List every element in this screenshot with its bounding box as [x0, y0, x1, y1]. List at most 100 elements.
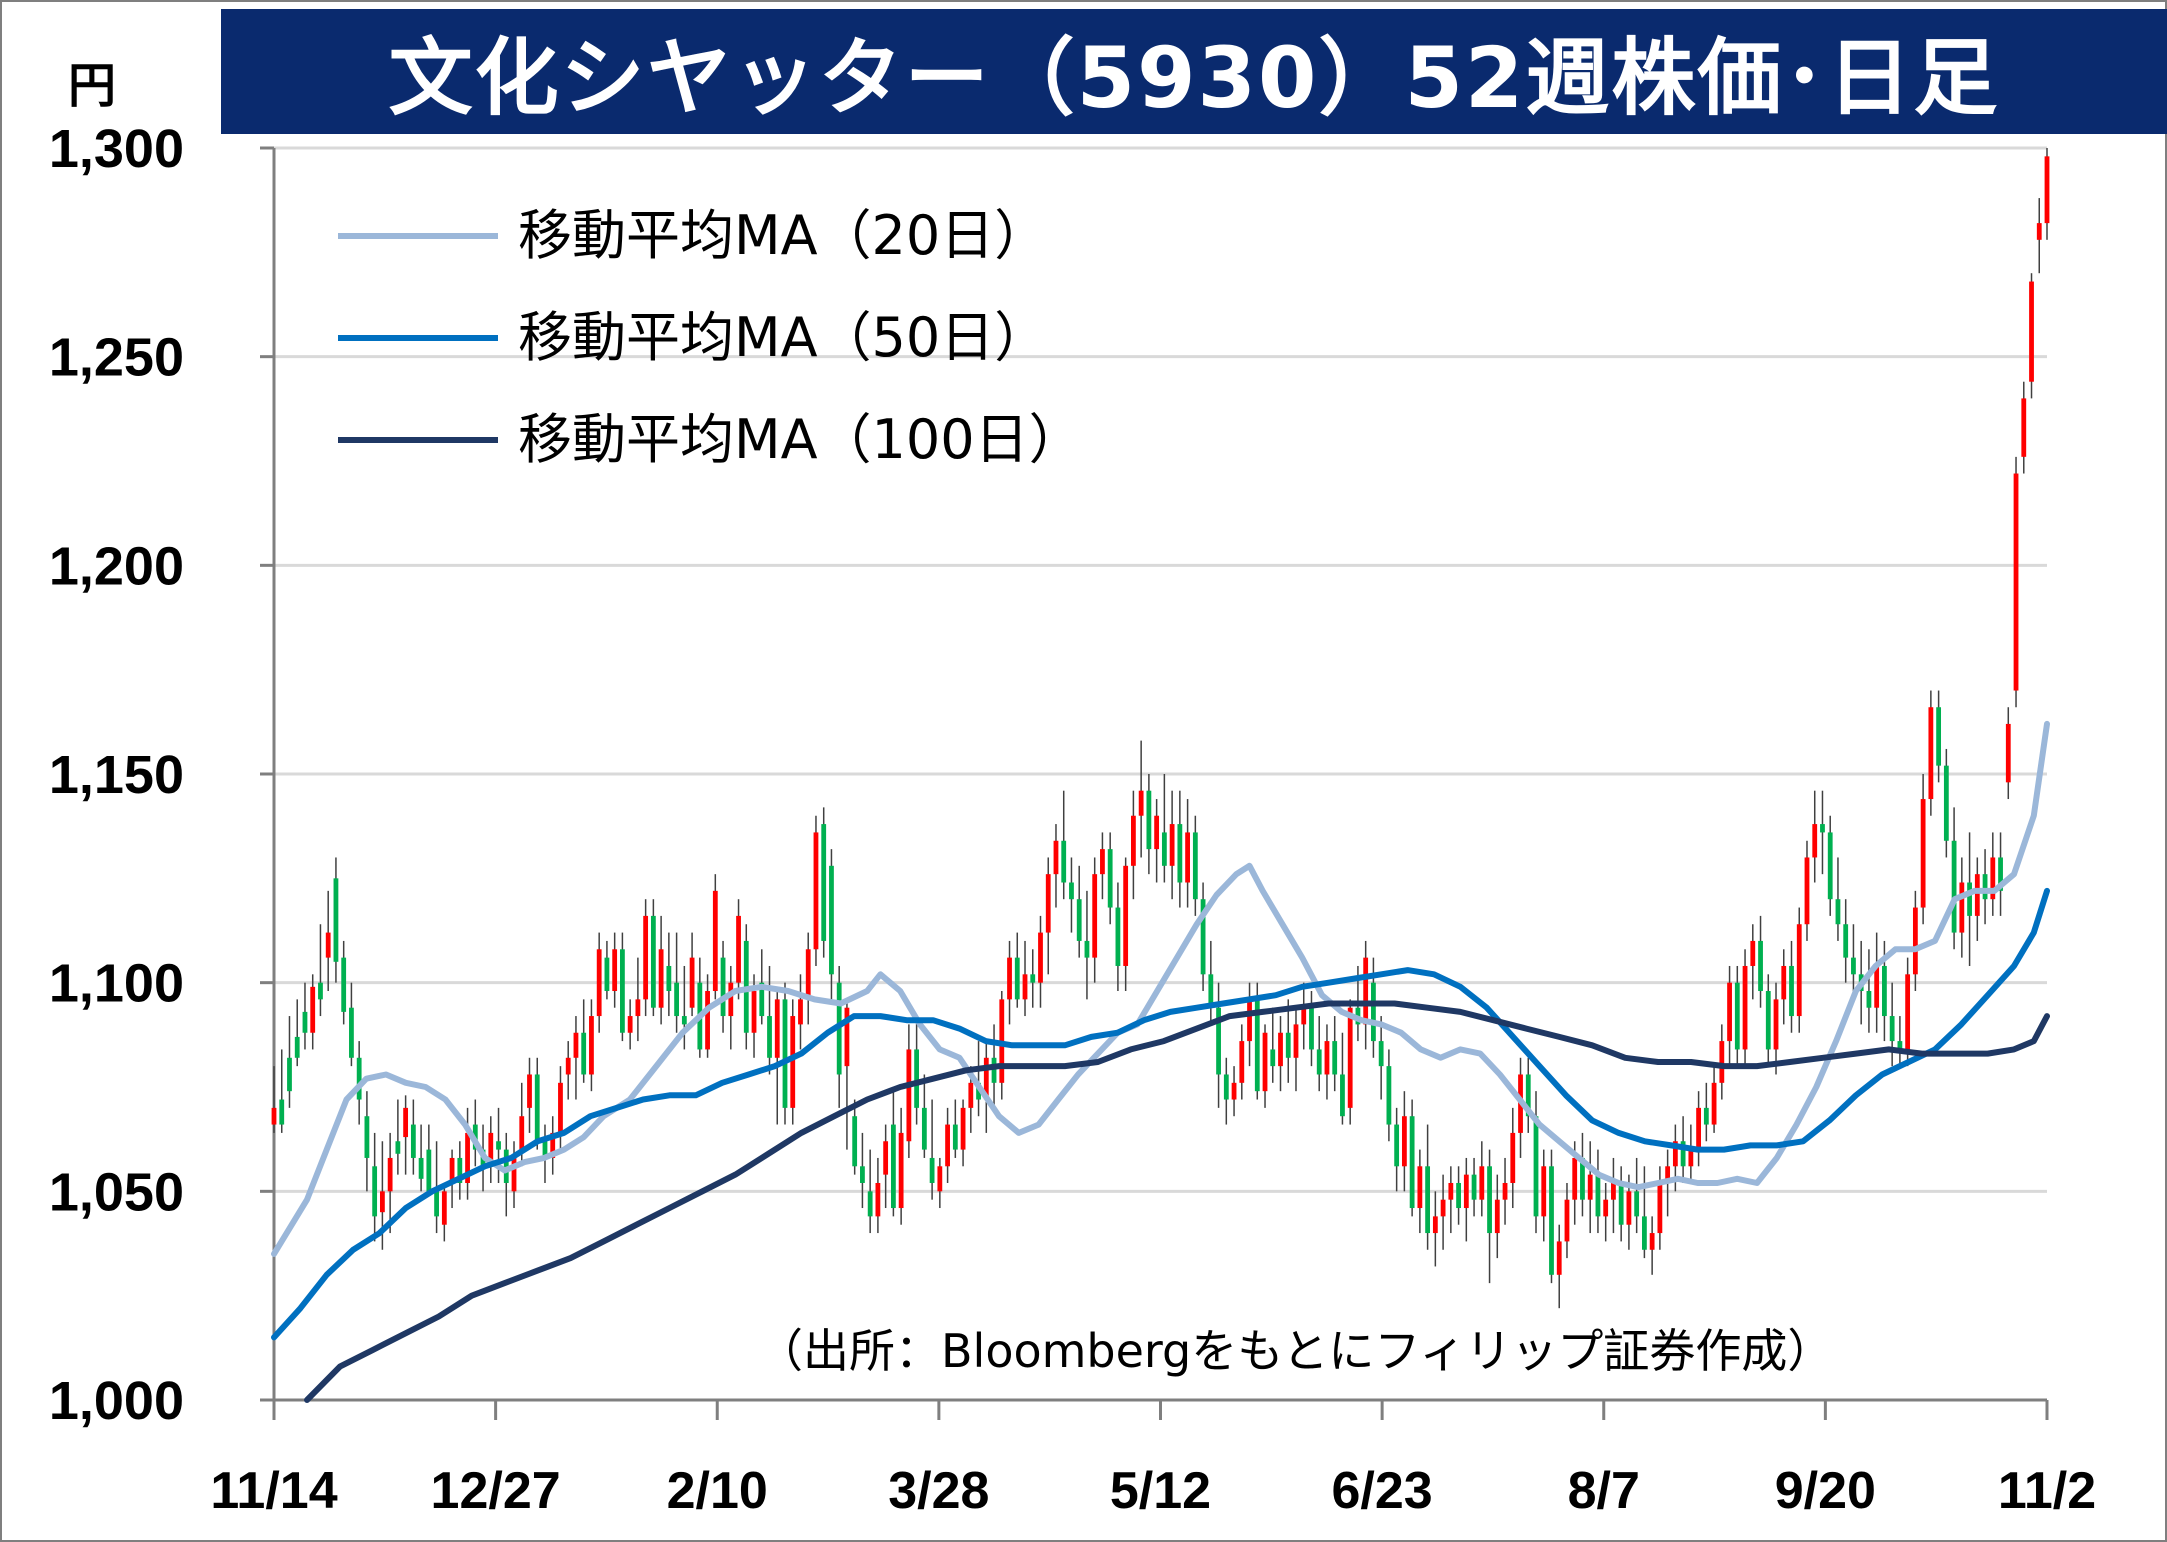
candle-body [418, 1157, 424, 1179]
candle [681, 965, 687, 1050]
candle [1812, 790, 1818, 883]
candle [643, 899, 649, 1017]
candle [1920, 774, 1926, 925]
candle [1247, 982, 1252, 1067]
candle-body [333, 878, 339, 962]
ma20-line [271, 720, 2050, 1257]
candle [1301, 982, 1307, 1050]
candle [1262, 1024, 1268, 1108]
candle-body [1634, 1191, 1640, 1217]
candle [898, 1107, 904, 1225]
candle [1270, 1007, 1276, 1083]
candle [829, 849, 834, 1000]
candle [1510, 1107, 1516, 1209]
candle-body [1463, 1174, 1469, 1209]
candle-body [650, 915, 656, 1008]
candle-body [1665, 1166, 1671, 1183]
candle-body [488, 1132, 494, 1167]
candle-body [1525, 1074, 1531, 1117]
candle-body [1417, 1166, 1423, 1209]
candle [1936, 690, 1942, 783]
candle-body [720, 957, 726, 1017]
candle [1494, 1174, 1500, 1259]
candle [1998, 832, 2003, 916]
candle-body [1494, 1199, 1500, 1234]
candle [2029, 273, 2034, 399]
candle [697, 957, 703, 1058]
candle-body [1262, 1032, 1268, 1092]
candle-body [705, 991, 710, 1050]
candle [1169, 790, 1175, 900]
candle [441, 1182, 447, 1242]
candle-body [302, 1011, 308, 1033]
candle-body [410, 1124, 416, 1158]
candle-body [844, 1007, 850, 1067]
candle [1123, 857, 1129, 992]
candle-body [1239, 1041, 1245, 1083]
candle [596, 932, 602, 1033]
candle [426, 1124, 432, 1192]
candle-body [1835, 899, 1841, 925]
x-tick-label: 12/27 [431, 1462, 561, 1520]
candle-body [643, 915, 649, 1000]
candle [635, 957, 641, 1042]
candle [1789, 940, 1794, 1033]
candle [1827, 815, 1833, 916]
candle-body [681, 1016, 687, 1025]
candle-body [1316, 1049, 1322, 1075]
candle-body [875, 1182, 881, 1217]
candle-body [759, 982, 765, 1017]
candle-body [1765, 991, 1771, 1050]
candle [844, 999, 850, 1150]
candle [1231, 1066, 1237, 1117]
candle-body [751, 991, 757, 1033]
candle [627, 999, 633, 1050]
candle-body [898, 1132, 904, 1209]
candle [1394, 1107, 1400, 1192]
candle-body [434, 1191, 439, 1217]
candle [1223, 1057, 1229, 1125]
candle-body [287, 1057, 292, 1092]
candle [418, 1124, 424, 1192]
candle-body [1649, 1233, 1655, 1250]
candle [1100, 832, 1105, 900]
candle-body [635, 999, 641, 1017]
candle-body [1177, 824, 1183, 883]
candle [325, 890, 331, 992]
candle [1208, 940, 1214, 1025]
candle [1990, 832, 1996, 916]
candle-body [341, 957, 347, 1012]
candle [1889, 982, 1895, 1067]
candle-body [674, 982, 680, 1017]
candle [271, 1066, 277, 1133]
candle-body [1061, 840, 1067, 883]
candle-body [1533, 1116, 1539, 1217]
candle-body [798, 999, 803, 1025]
candle-body [1641, 1216, 1647, 1250]
candle-body [310, 986, 316, 1033]
candle-body [1874, 965, 1880, 1008]
legend-label-ma20: 移動平均MA（20日） [518, 204, 1048, 267]
candle [1874, 932, 1880, 1033]
candle [1657, 1166, 1663, 1250]
candle [612, 932, 618, 1008]
x-tick-label: 5/12 [1110, 1462, 1211, 1520]
candle-body [1115, 907, 1121, 966]
candle-body [728, 982, 734, 1017]
candle [1007, 940, 1012, 1025]
candle [349, 982, 354, 1067]
candle-body [1711, 1082, 1717, 1125]
candle-body [1564, 1199, 1570, 1242]
candle [1409, 1099, 1415, 1217]
candle-body [1781, 965, 1787, 1000]
candle [983, 1041, 989, 1133]
candle-body [550, 1132, 556, 1158]
candle [1022, 940, 1028, 1017]
candle-body [279, 1099, 285, 1125]
candle-body [349, 1007, 354, 1058]
candle-body [1827, 832, 1833, 900]
candle-body [1943, 765, 1949, 841]
candle [1641, 1166, 1647, 1259]
candle-body [372, 1166, 378, 1217]
candle-body [1146, 790, 1152, 850]
